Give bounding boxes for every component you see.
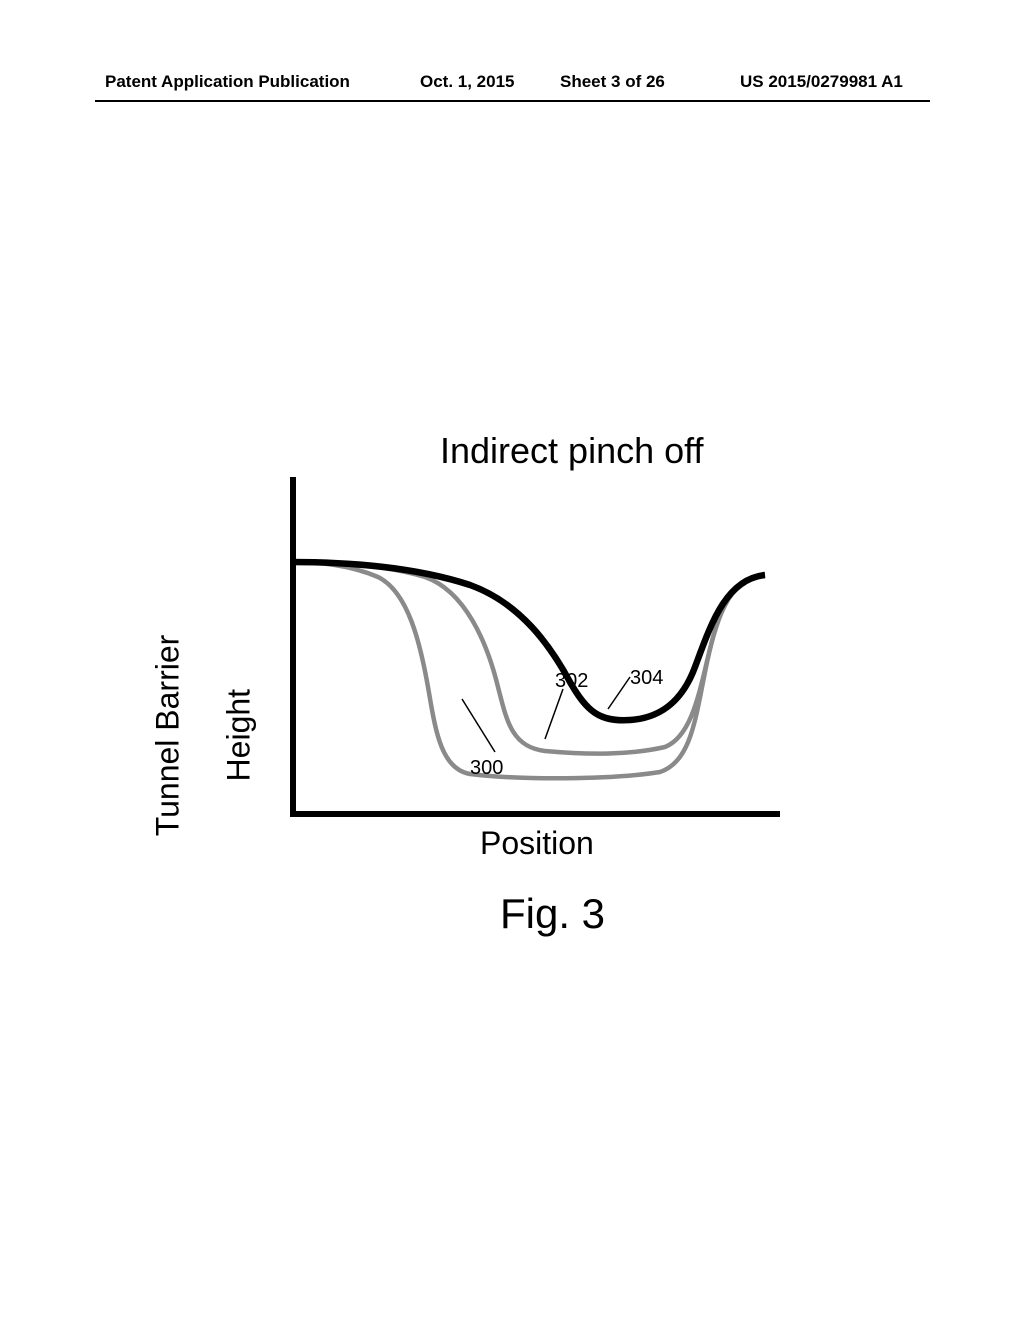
chart-svg	[290, 477, 780, 817]
header-sheet-number: Sheet 3 of 26	[560, 72, 665, 92]
figure-caption: Fig. 3	[500, 890, 605, 938]
label-300: 300	[470, 757, 503, 780]
header-publication-number: US 2015/0279981 A1	[740, 72, 903, 92]
figure-3: Indirect pinch off Tunnel Barrier Height	[180, 430, 800, 930]
label-304: 304	[630, 667, 663, 690]
leader-302	[545, 689, 563, 739]
y-axis-label: Tunnel Barrier Height	[115, 635, 291, 872]
curve-304	[290, 562, 765, 720]
header-publication-type: Patent Application Publication	[105, 72, 350, 92]
header-rule	[95, 100, 930, 102]
header-date: Oct. 1, 2015	[420, 72, 515, 92]
x-axis-label: Position	[480, 825, 594, 862]
chart-title: Indirect pinch off	[440, 430, 704, 472]
plot-area: 300 302 304	[290, 477, 780, 817]
label-302: 302	[555, 670, 588, 693]
leader-300	[462, 699, 495, 752]
leader-304	[608, 677, 630, 709]
